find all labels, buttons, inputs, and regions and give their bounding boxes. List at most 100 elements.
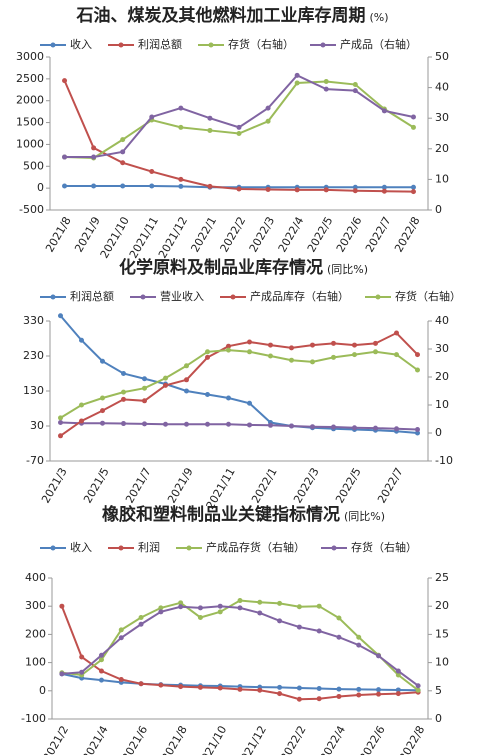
data-point [184, 388, 189, 394]
data-point [217, 685, 223, 691]
legend-marker [140, 294, 146, 300]
data-point [120, 160, 126, 166]
data-point [236, 186, 242, 192]
data-point [149, 114, 155, 120]
data-point [331, 354, 336, 360]
data-point [197, 684, 203, 690]
x-tick-label: 2021/5 [81, 466, 112, 506]
x-tick-label: 2022/6 [334, 215, 365, 255]
data-point [98, 668, 104, 674]
x-tick-label: 2021/2 [40, 724, 71, 755]
data-point [336, 686, 342, 692]
data-point [316, 628, 322, 634]
legend-label: 产成品存货（右轴） [206, 540, 305, 554]
y2-tick-label: 30 [435, 342, 449, 355]
data-point [197, 605, 203, 611]
data-point [373, 340, 378, 346]
data-point [163, 382, 168, 388]
data-point [381, 188, 387, 194]
data-point [158, 609, 164, 615]
data-point [277, 618, 283, 624]
chart-title: 石油、煤炭及其他燃料加工业库存周期 [76, 5, 366, 26]
y2-tick-label: 15 [435, 627, 449, 640]
data-point [236, 131, 242, 136]
data-point [381, 184, 387, 190]
data-point [121, 421, 126, 427]
data-point [323, 86, 329, 92]
series-line [63, 80, 414, 193]
data-point [217, 609, 223, 615]
x-tick-label: 2022/7 [363, 215, 394, 255]
series-line [59, 331, 419, 437]
data-point [79, 654, 85, 660]
data-point [98, 677, 104, 683]
x-tick-label: 2021/12 [235, 724, 269, 755]
data-point [118, 627, 124, 633]
data-point [410, 124, 416, 130]
data-point [331, 424, 336, 430]
x-tick-label: 2021/8 [159, 724, 190, 755]
x-tick-label: 2022/7 [375, 466, 406, 506]
data-point [197, 614, 203, 620]
data-point [415, 352, 420, 358]
legend-marker [375, 294, 381, 300]
legend-marker [118, 42, 124, 48]
data-point [410, 114, 416, 120]
legend-marker [118, 545, 124, 551]
legend-label: 存货（右轴） [228, 37, 294, 51]
legend-label: 利润 [138, 540, 160, 554]
x-tick-label: 2022/6 [357, 724, 388, 755]
y-tick-label: 230 [23, 349, 44, 362]
data-point [294, 187, 300, 193]
legend-label: 利润总额 [138, 37, 182, 51]
x-tick-label: 2022/3 [247, 215, 278, 255]
x-tick-label: 2021/9 [165, 466, 196, 506]
data-point [79, 669, 85, 675]
x-tick-label: 2022/3 [291, 466, 322, 506]
y2-tick-label: 5 [435, 684, 442, 697]
data-point [336, 634, 342, 640]
y2-tick-label: 20 [435, 599, 449, 612]
chart-subtitle: (%) [370, 11, 389, 24]
y-tick-label: -500 [19, 203, 44, 216]
series-line [59, 315, 418, 434]
legend-label: 收入 [70, 540, 92, 554]
y-tick-label: -100 [21, 712, 46, 725]
data-point [352, 188, 358, 194]
data-point [394, 426, 399, 432]
data-point [395, 691, 401, 697]
data-point [118, 677, 124, 683]
data-point [296, 696, 302, 702]
data-point [310, 424, 315, 430]
data-point [394, 330, 399, 336]
y-tick-label: 2500 [16, 72, 44, 85]
y-tick-label: 300 [25, 599, 46, 612]
data-point [410, 184, 416, 190]
y2-tick-label: 0 [435, 426, 442, 439]
data-point [178, 105, 184, 111]
data-point [138, 621, 144, 627]
x-tick-label: 2022/1 [189, 215, 220, 255]
data-point [265, 105, 271, 111]
x-tick-label: 2021/6 [120, 724, 151, 755]
data-point [376, 691, 382, 697]
data-point [178, 183, 184, 189]
data-point [247, 400, 252, 406]
data-point [121, 396, 126, 402]
y-tick-label: 3000 [16, 50, 44, 63]
series-line [60, 421, 418, 431]
legend-label: 存货（右轴） [351, 540, 417, 554]
data-point [142, 398, 147, 404]
x-tick-label: 2021/4 [80, 724, 111, 755]
data-point [356, 642, 362, 648]
data-point [79, 418, 84, 424]
data-point [352, 342, 357, 348]
legend-marker [50, 545, 56, 551]
data-point [373, 425, 378, 431]
data-point [142, 376, 147, 382]
data-point [98, 657, 104, 663]
data-point [277, 684, 283, 690]
data-point [415, 367, 420, 373]
data-point [236, 124, 242, 130]
